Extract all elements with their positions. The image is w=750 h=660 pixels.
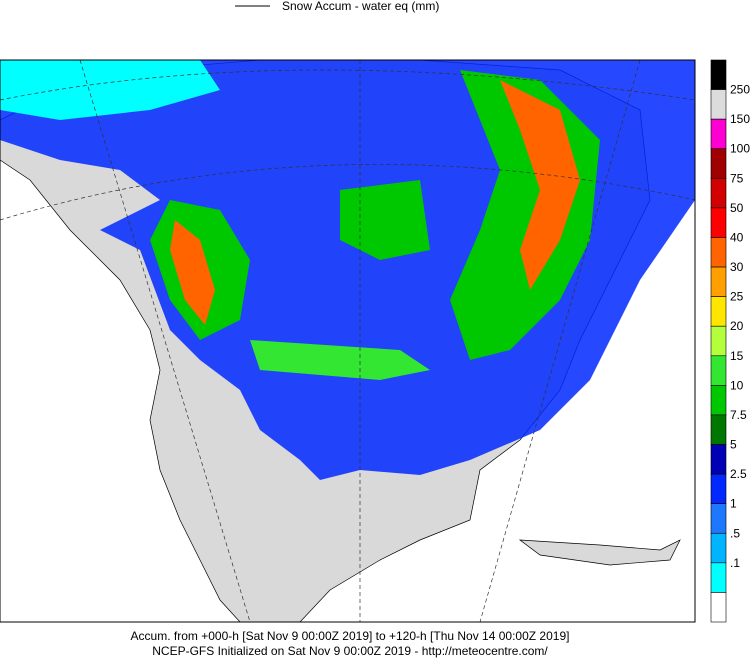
colorbar-label: 7.5 xyxy=(730,408,747,422)
colorbar-box xyxy=(710,296,727,327)
colorbar-label: 20 xyxy=(730,319,744,333)
snow-orange-west xyxy=(170,220,215,325)
colorbar-box xyxy=(710,355,727,386)
colorbar-box xyxy=(710,444,727,475)
colorbar-box xyxy=(710,592,727,623)
colorbar-label: 10 xyxy=(730,378,744,392)
colorbar-box xyxy=(710,385,727,416)
colorbar-label: .5 xyxy=(730,526,740,540)
colorbar-label: 50 xyxy=(730,201,744,215)
colorbar-box xyxy=(710,118,727,150)
colorbar-box xyxy=(710,325,727,357)
colorbar-box xyxy=(710,414,727,445)
snow-green-central xyxy=(340,180,430,260)
snow-cyan xyxy=(0,60,220,120)
colorbar-box xyxy=(710,178,727,209)
colorbar-box xyxy=(710,503,727,534)
colorbar-label: 15 xyxy=(730,349,744,363)
colorbar-box xyxy=(710,148,727,179)
colorbar-label: .1 xyxy=(730,556,740,570)
snow-orange-east xyxy=(500,80,580,290)
graticule xyxy=(0,60,695,622)
colorbar-box xyxy=(710,532,727,564)
colorbar-box xyxy=(710,59,727,90)
colorbar-label: 1 xyxy=(730,497,737,511)
map xyxy=(0,59,696,623)
colorbar-box xyxy=(710,473,727,504)
colorbar-label: 25 xyxy=(730,290,744,304)
legend-label: Snow Accum - water eq (mm) xyxy=(282,0,439,13)
colorbar-box xyxy=(710,207,727,238)
colorbar-label: 75 xyxy=(730,171,744,185)
colorbar-box xyxy=(710,562,727,593)
colorbar-box xyxy=(710,237,727,268)
colorbar-label: 2.5 xyxy=(730,467,747,481)
colorbar-label: 40 xyxy=(730,230,744,244)
colorbar-label: 150 xyxy=(730,112,750,126)
map-frame xyxy=(0,59,696,623)
colorbar-label: 250 xyxy=(730,83,750,97)
colorbar-box xyxy=(710,266,727,297)
cuba xyxy=(518,539,681,566)
colorbar-label: 30 xyxy=(730,260,744,274)
footer-line: Accum. from +000-h [Sat Nov 9 00:00Z 201… xyxy=(131,629,570,643)
colorbar-label: 5 xyxy=(730,438,737,452)
footer-line: NCEP-GFS Initialized on Sat Nov 9 00:00Z… xyxy=(152,644,548,658)
colorbar-box xyxy=(710,89,727,120)
colorbar: 250 150 100 75 50 40 30 25 20 15 10 7.5 5 2.5 1 .5 .1 xyxy=(710,59,750,623)
snow-band xyxy=(250,340,430,380)
colorbar-label: 100 xyxy=(730,142,750,156)
